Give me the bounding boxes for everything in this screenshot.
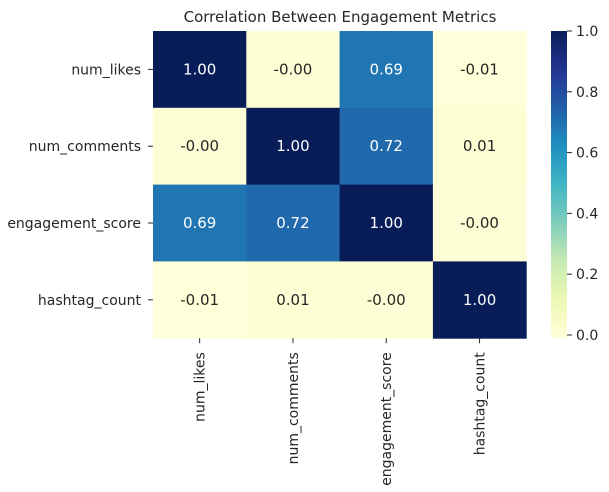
- row-tick-labels: num_likes num_comments engagement_scorehas…: [7, 62, 153, 309]
- colorbar-ticks: 0.0 0.2 0.4 0.6 0.8 1.0: [567, 24, 598, 344]
- row-tick-label: num_comments: [29, 139, 141, 155]
- cell-value-label: 0.69: [370, 60, 403, 78]
- column-tick-label: engagement_score: [379, 352, 395, 486]
- heatmap-cell: [339, 31, 434, 109]
- colorbar: [551, 31, 567, 338]
- cell-value-label: 0.01: [463, 137, 496, 155]
- heatmap-cell: [339, 184, 434, 262]
- cell-value-label: 1.00: [463, 291, 496, 309]
- heatmap-cell: [246, 261, 341, 339]
- colorbar-gradient: [551, 31, 567, 338]
- column-tick-label: num_likes: [193, 352, 209, 422]
- cell-value-label: -0.00: [180, 137, 219, 155]
- cell-value-label: 0.01: [276, 291, 309, 309]
- column-tick-label: num_comments: [286, 352, 302, 464]
- cell-value-label: -0.01: [460, 60, 499, 78]
- column-tick-label: hashtag_count: [473, 352, 489, 456]
- heatmap-cell: [339, 107, 434, 186]
- cell-value-label: 1.00: [276, 137, 309, 155]
- colorbar-tick-label: 1.0: [576, 24, 598, 40]
- heatmap-cell: [432, 107, 527, 186]
- colorbar-tick-label: 0.8: [576, 85, 598, 101]
- chart-title: Correlation Between Engagement Metrics: [184, 8, 497, 26]
- row-tick-label: engagement_score: [7, 216, 141, 232]
- cell-value-label: -0.01: [180, 291, 219, 309]
- colorbar-tick-label: 0.2: [576, 267, 598, 283]
- heatmap-cell: [432, 184, 527, 262]
- colorbar-tick-label: 0.6: [576, 146, 598, 162]
- heatmap-cell: [153, 261, 247, 339]
- heatmap-cell: [153, 184, 247, 262]
- colorbar-tick-label: 0.0: [576, 328, 598, 344]
- column-tick-labels: num_likes num_comments engagement_score has…: [193, 338, 489, 486]
- cell-annotations: 1.00 -0.00 0.69 -0.01 -0.00 1.00 0.72 0.01 0.69 0…: [180, 60, 499, 308]
- heatmap-cell: [153, 31, 247, 109]
- cell-value-label: 0.72: [370, 137, 403, 155]
- heatmap-cell: [246, 31, 341, 109]
- row-tick-label: hashtag_count: [38, 293, 142, 309]
- heatmap-cell: [246, 107, 341, 186]
- cell-value-label: 0.72: [276, 214, 309, 232]
- heatmap-cell: [246, 184, 341, 262]
- heatmap-cell: [432, 261, 527, 339]
- row-tick-label: num_likes: [71, 62, 141, 78]
- cell-value-label: 0.69: [183, 214, 216, 232]
- cell-value-label: -0.00: [460, 214, 499, 232]
- heatmap-cell: [432, 31, 527, 109]
- heatmap-cell: [153, 107, 247, 186]
- colorbar-tick-label: 0.4: [576, 206, 598, 222]
- cell-value-label: 1.00: [370, 214, 403, 232]
- cell-value-label: -0.00: [274, 60, 313, 78]
- heatmap-cells: [153, 31, 527, 339]
- cell-value-label: -0.00: [367, 291, 406, 309]
- heatmap-cell: [339, 261, 434, 339]
- cell-value-label: 1.00: [183, 60, 216, 78]
